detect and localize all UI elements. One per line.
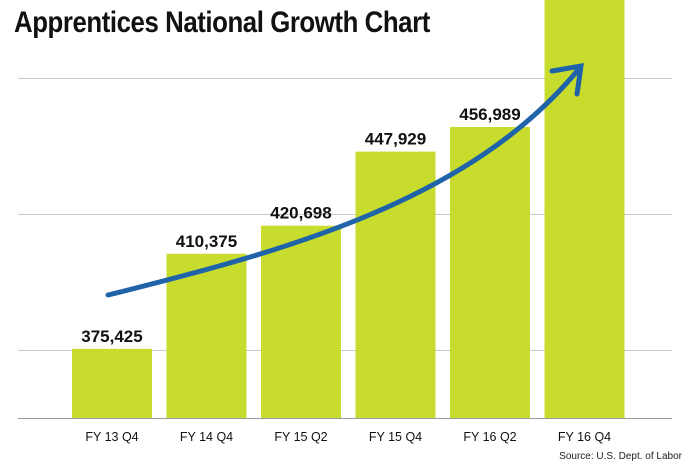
trend-arrow-head bbox=[549, 62, 584, 97]
value-label: 375,425 bbox=[81, 327, 142, 346]
x-tick-label: FY 13 Q4 bbox=[85, 430, 138, 444]
bar-fy-13-q4 bbox=[72, 348, 152, 418]
bars bbox=[72, 0, 625, 419]
value-label: 456,989 bbox=[459, 105, 520, 124]
value-label: 420,698 bbox=[270, 204, 331, 223]
x-tick-label: FY 15 Q2 bbox=[274, 430, 327, 444]
x-tick-label: FY 15 Q4 bbox=[369, 430, 422, 444]
x-tick-label: FY 16 Q2 bbox=[463, 430, 516, 444]
x-axis-tick-labels: FY 13 Q4 FY 14 Q4 FY 15 Q2 FY 15 Q4 FY 16 Q2… bbox=[85, 430, 611, 444]
bar-fy-15-q4 bbox=[355, 151, 436, 418]
trend-arrow-shaft bbox=[105, 67, 581, 298]
x-tick-label: FY 16 Q4 bbox=[558, 430, 611, 444]
chart-source: Source: U.S. Dept. of Labor bbox=[559, 451, 682, 462]
bar-fy-14-q4 bbox=[166, 253, 247, 418]
bar-fy-16-q2 bbox=[450, 126, 530, 418]
bar-fy-15-q2 bbox=[261, 225, 341, 418]
value-labels: 375,425410,375420,698447,929456,989505,3… bbox=[81, 105, 520, 346]
value-label: 447,929 bbox=[365, 130, 426, 149]
trend-arrow bbox=[105, 62, 584, 298]
bar-fy-16-q4 bbox=[544, 0, 625, 419]
value-label: 410,375 bbox=[176, 232, 237, 251]
chart-title: Apprentices National Growth Chart bbox=[14, 6, 430, 39]
x-tick-label: FY 14 Q4 bbox=[180, 430, 233, 444]
